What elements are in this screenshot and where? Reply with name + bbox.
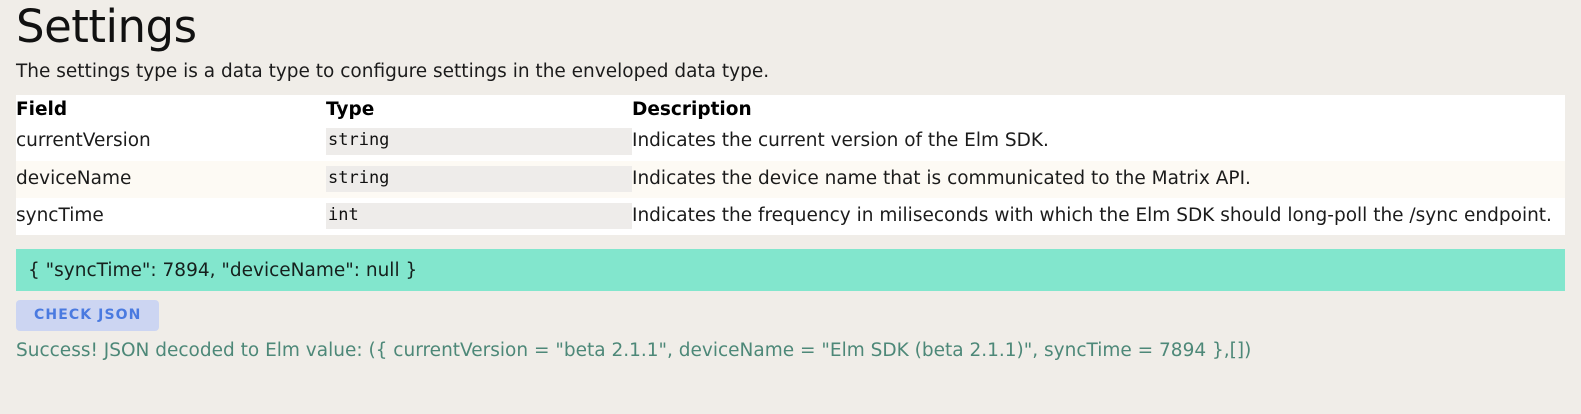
- table-row: currentVersion string Indicates the curr…: [16, 123, 1565, 161]
- table-header: Field Type Description: [16, 95, 1565, 124]
- cell-description: Indicates the frequency in miliseconds w…: [632, 197, 1565, 236]
- table-header-row: Field Type Description: [16, 95, 1565, 124]
- decode-result-message: Success! JSON decoded to Elm value: ({ c…: [16, 340, 1252, 362]
- page-description: The settings type is a data type to conf…: [16, 60, 770, 82]
- table-row: deviceName string Indicates the device n…: [16, 160, 1565, 198]
- settings-fields-table: Field Type Description currentVersion st…: [16, 95, 1565, 236]
- cell-field: syncTime: [16, 197, 326, 236]
- table-row: syncTime int Indicates the frequency in …: [16, 197, 1565, 236]
- cell-field: currentVersion: [16, 123, 326, 161]
- column-header-description: Description: [632, 95, 1565, 124]
- cell-type: int: [326, 197, 632, 236]
- check-json-button[interactable]: Check JSON: [16, 300, 160, 332]
- cell-type: string: [326, 160, 632, 198]
- type-code: string: [326, 165, 632, 192]
- cell-type: string: [326, 123, 632, 161]
- cell-description: Indicates the current version of the Elm…: [632, 123, 1565, 161]
- table-body: currentVersion string Indicates the curr…: [16, 123, 1565, 236]
- type-code: int: [326, 202, 632, 230]
- column-header-field: Field: [16, 95, 326, 124]
- type-code: string: [326, 128, 632, 155]
- check-json-button-row: Check JSON: [16, 291, 1565, 332]
- cell-description: Indicates the device name that is commun…: [632, 160, 1565, 198]
- page-title: Settings: [16, 0, 197, 53]
- column-header-type: Type: [326, 95, 632, 124]
- settings-page: Settings The settings type is a data typ…: [0, 4, 1581, 362]
- json-input[interactable]: [16, 249, 1565, 292]
- cell-field: deviceName: [16, 160, 326, 198]
